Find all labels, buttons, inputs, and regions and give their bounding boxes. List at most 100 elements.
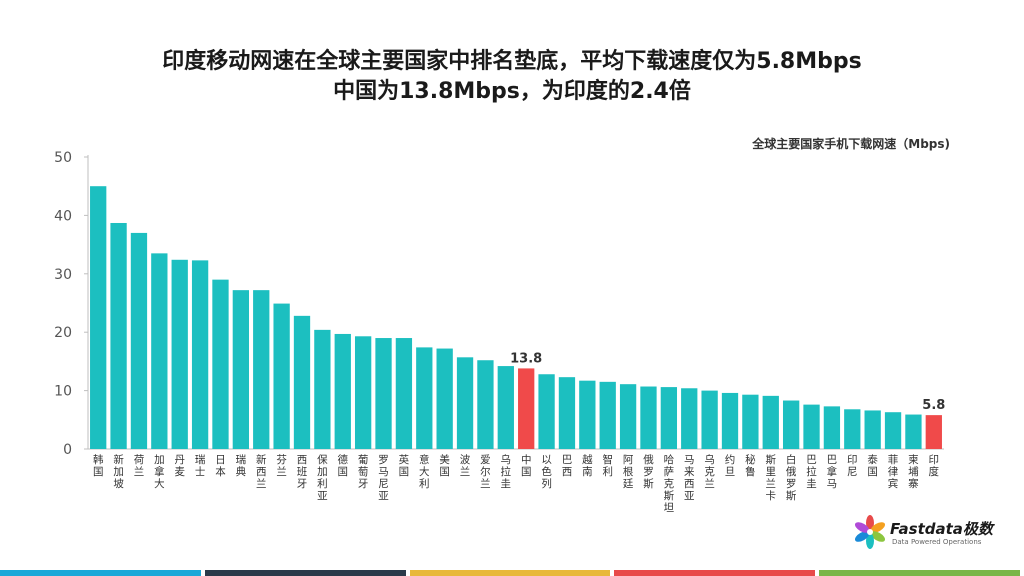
bar xyxy=(130,232,148,449)
bar xyxy=(456,357,474,449)
x-tick-label: 荷兰 xyxy=(134,454,145,478)
x-tick-label: 波兰 xyxy=(460,453,471,478)
footer-stripe xyxy=(0,570,201,576)
data-label: 5.8 xyxy=(922,398,945,413)
x-tick-label: 新西兰 xyxy=(256,453,267,490)
bar xyxy=(497,366,514,449)
bar xyxy=(701,390,718,449)
x-tick-label: 以色列 xyxy=(541,454,552,490)
bar xyxy=(660,387,678,449)
title-line-1: 印度移动网速在全球主要国家中排名垫底，平均下载速度仅为5.8Mbps xyxy=(162,49,862,74)
x-tick-label: 英国 xyxy=(399,453,410,478)
bar xyxy=(354,336,372,449)
x-tick-label: 新加坡 xyxy=(113,453,124,490)
x-tick-label: 斯里兰卡 xyxy=(766,453,777,502)
x-tick-label: 爱尔兰 xyxy=(480,453,491,490)
footer-stripe xyxy=(204,570,406,576)
x-tick-label: 巴西 xyxy=(562,454,573,478)
x-tick-label: 瑞典 xyxy=(236,454,247,478)
x-tick-label: 芬兰 xyxy=(276,454,287,478)
bar xyxy=(762,395,779,449)
bar xyxy=(416,347,433,449)
x-tick-label: 菲律宾 xyxy=(888,454,899,490)
x-tick-label: 乌拉圭 xyxy=(501,453,512,490)
bar xyxy=(905,414,922,449)
bar xyxy=(884,412,902,449)
x-tick-label: 柬埔寨 xyxy=(908,454,919,490)
x-tick-label: 葡萄牙 xyxy=(358,453,369,490)
chart-title: 全球主要国家手机下载网速（Mbps) xyxy=(752,137,950,151)
bar xyxy=(742,394,759,449)
x-tick-label: 西班牙 xyxy=(297,454,308,490)
bar xyxy=(579,380,596,449)
bar xyxy=(232,290,250,449)
y-tick-label: 50 xyxy=(54,150,72,166)
flower-logo-icon xyxy=(854,515,886,549)
footer-stripe xyxy=(819,570,1020,576)
x-tick-label: 印尼 xyxy=(847,454,858,478)
brand-name: Fastdata极数 xyxy=(890,520,993,538)
bar xyxy=(782,400,800,449)
data-label: 13.8 xyxy=(510,351,542,366)
x-tick-label: 韩国 xyxy=(93,453,104,478)
y-tick-label: 20 xyxy=(54,325,72,341)
x-tick-label: 中国 xyxy=(521,453,532,478)
footer-stripe xyxy=(409,570,611,576)
x-tick-label: 乌克兰 xyxy=(704,453,715,490)
bar xyxy=(619,384,637,449)
bar xyxy=(844,409,861,449)
bar xyxy=(314,329,331,449)
x-tick-label: 泰国 xyxy=(867,453,878,478)
bar xyxy=(253,290,270,449)
bar xyxy=(538,374,555,449)
bar xyxy=(558,377,576,449)
bar xyxy=(721,392,739,449)
bar xyxy=(110,222,127,449)
x-tick-label: 哈萨克斯坦 xyxy=(664,453,675,514)
bar xyxy=(334,333,351,449)
bar xyxy=(640,386,657,449)
y-tick-label: 0 xyxy=(63,442,72,458)
x-tick-label: 巴拿马 xyxy=(827,454,838,490)
bar xyxy=(395,338,413,449)
bar xyxy=(803,404,820,449)
x-tick-label: 罗马尼亚 xyxy=(378,454,389,502)
x-tick-label: 保加利亚 xyxy=(317,453,328,502)
x-tick-label: 越南 xyxy=(582,453,593,478)
footer-stripe xyxy=(614,570,816,576)
bar xyxy=(375,338,392,449)
bar xyxy=(823,406,841,449)
bar xyxy=(599,381,616,449)
bar xyxy=(477,360,494,449)
bar xyxy=(90,186,107,449)
bar xyxy=(518,368,535,449)
bar xyxy=(925,415,942,449)
x-tick-label: 俄罗斯 xyxy=(643,454,654,490)
x-tick-label: 德国 xyxy=(338,453,349,478)
x-tick-label: 加拿大 xyxy=(154,454,165,490)
bar xyxy=(191,260,209,449)
x-tick-label: 丹麦 xyxy=(174,454,185,478)
y-tick-label: 10 xyxy=(54,384,72,400)
bar xyxy=(293,315,311,449)
x-tick-label: 瑞士 xyxy=(195,454,206,478)
bar xyxy=(273,303,290,449)
x-tick-label: 美国 xyxy=(439,453,450,478)
x-tick-label: 巴拉圭 xyxy=(806,454,817,490)
y-tick-label: 40 xyxy=(54,208,72,224)
bar xyxy=(681,388,698,449)
x-tick-label: 白俄罗斯 xyxy=(786,453,797,502)
brand-tagline: Data Powered Operations xyxy=(892,538,982,546)
bar xyxy=(212,279,229,449)
x-tick-label: 马来西亚 xyxy=(684,454,695,502)
x-tick-label: 日本 xyxy=(215,454,226,478)
x-tick-label: 印度 xyxy=(929,454,940,478)
x-tick-label: 意大利 xyxy=(419,453,430,490)
bar xyxy=(436,348,453,449)
title-line-2: 中国为13.8Mbps，为印度的2.4倍 xyxy=(333,79,691,104)
bar xyxy=(864,410,881,449)
y-tick-label: 30 xyxy=(54,267,72,283)
x-tick-label: 约旦 xyxy=(725,453,736,478)
x-tick-label: 秘鲁 xyxy=(745,453,756,478)
